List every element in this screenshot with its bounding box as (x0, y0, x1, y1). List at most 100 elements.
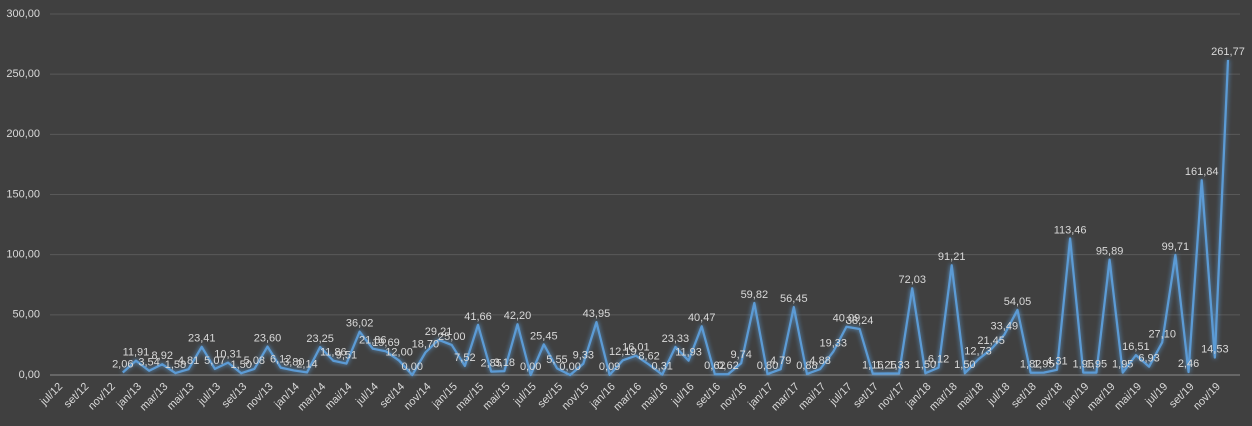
data-label: 27,10 (1148, 328, 1176, 340)
data-label: 91,21 (938, 251, 966, 263)
data-label: 8,62 (638, 351, 659, 363)
x-tick-label: mar/17 (769, 381, 802, 414)
data-label: 16,01 (622, 342, 650, 354)
data-line (122, 59, 1230, 377)
y-tick-label: 250,00 (6, 68, 40, 80)
data-label: 2,14 (296, 358, 317, 370)
data-label: 3,54 (138, 357, 159, 369)
x-tick-label: mai/17 (796, 381, 828, 413)
x-tick-label: mai/19 (1112, 381, 1144, 413)
x-tick-label: mar/18 (927, 381, 960, 414)
data-label: 95,89 (1096, 246, 1124, 258)
x-tick-label: mai/14 (323, 381, 355, 413)
data-label: 1,95 (1073, 359, 1094, 371)
data-label: 11,86 (320, 347, 347, 359)
data-label: 1,95 (1112, 359, 1133, 371)
x-tick-label: mar/13 (138, 381, 171, 414)
data-label: 19,69 (372, 337, 400, 349)
x-tick-label: nov/18 (1033, 381, 1065, 413)
x-tick-label: jul/18 (985, 381, 1013, 409)
data-label: 56,45 (780, 293, 808, 305)
data-label: 1,82 (1020, 359, 1041, 371)
data-label: 99,71 (1162, 241, 1190, 253)
data-label: 23,41 (188, 333, 216, 345)
x-tick-label: jul/12 (37, 381, 65, 409)
data-label: 41,66 (464, 311, 492, 323)
data-label: 9,51 (336, 349, 357, 361)
data-label: 25,45 (530, 330, 558, 342)
data-label: 42,20 (504, 310, 532, 322)
x-tick-label: mar/16 (611, 381, 644, 414)
x-tick-label: nov/19 (1191, 381, 1223, 413)
data-label: 0,09 (599, 361, 620, 373)
data-label: 9,33 (573, 350, 594, 362)
data-label: 0,62 (717, 360, 738, 372)
data-label: 21,45 (977, 335, 1005, 347)
y-tick-label: 100,00 (6, 249, 40, 261)
data-label: 261,77 (1211, 46, 1245, 58)
data-label: 1,50 (954, 359, 975, 371)
data-label: 33,49 (991, 321, 1019, 333)
data-label: 6,12 (270, 354, 291, 366)
data-label: 3,80 (283, 356, 304, 368)
data-label: 161,84 (1185, 166, 1219, 178)
y-tick-label: 50,00 (12, 309, 40, 321)
data-label: 5,55 (546, 354, 567, 366)
data-label: 12,19 (609, 346, 637, 358)
data-label: 8,92 (152, 350, 173, 362)
x-tick-label: mar/15 (454, 381, 487, 414)
data-label: 1,58 (165, 359, 186, 371)
x-tick-label: mai/15 (481, 381, 513, 413)
x-tick-label: mai/18 (954, 381, 986, 413)
data-label: 2,06 (112, 358, 133, 370)
data-label: 29,21 (425, 326, 453, 338)
data-label: 10,31 (214, 348, 242, 360)
data-label: 25,00 (438, 331, 466, 343)
data-label: 59,82 (741, 289, 769, 301)
x-tick-label: mai/16 (639, 381, 671, 413)
data-label: 2,85 (480, 357, 501, 369)
data-label: 54,05 (1004, 296, 1032, 308)
data-label: 0,00 (559, 361, 580, 373)
data-label: 16,51 (1122, 341, 1150, 353)
data-label: 40,09 (833, 313, 861, 325)
data-label: 0,31 (652, 361, 673, 373)
x-tick-label: nov/13 (244, 381, 276, 413)
x-tick-label: mar/14 (296, 381, 329, 414)
data-label: 0,62 (704, 360, 725, 372)
data-label: 1,33 (888, 359, 909, 371)
data-label: 12,00 (385, 346, 413, 358)
data-label: 14,53 (1201, 343, 1229, 355)
data-label: 0,00 (520, 361, 541, 373)
data-label: 4,88 (809, 355, 830, 367)
data-label: 18,70 (412, 338, 440, 350)
x-tick-label: nov/14 (402, 381, 434, 413)
data-label: 11,91 (123, 347, 150, 359)
data-label: 9,74 (730, 349, 751, 361)
data-label: 5,08 (244, 355, 265, 367)
data-label: 72,03 (898, 274, 926, 286)
y-tick-label: 300,00 (6, 8, 40, 20)
data-label: 7,52 (454, 352, 475, 364)
x-tick-label: jul/13 (195, 381, 223, 409)
data-label: 113,46 (1054, 224, 1087, 236)
data-label: 23,33 (662, 333, 690, 345)
data-label: 0,88 (796, 360, 817, 372)
x-tick-label: mai/13 (165, 381, 197, 413)
x-tick-label: jul/19 (1143, 381, 1171, 409)
x-tick-label: jul/17 (827, 381, 855, 409)
data-label: 0,00 (402, 361, 423, 373)
data-label: 1,95 (1033, 359, 1054, 371)
data-label: 38,24 (846, 315, 874, 327)
data-label: 2,46 (1178, 358, 1199, 370)
data-label: 43,95 (583, 308, 611, 320)
data-label: 19,33 (820, 338, 848, 350)
data-label: 36,02 (346, 318, 374, 330)
x-tick-label: nov/12 (86, 381, 118, 413)
data-label: 12,73 (964, 346, 992, 358)
data-label: 4,79 (770, 355, 791, 367)
x-tick-label: nov/16 (718, 381, 750, 413)
data-label: 1,95 (1086, 359, 1107, 371)
data-label: 1,16 (862, 360, 883, 372)
data-label: 21,86 (359, 335, 387, 347)
